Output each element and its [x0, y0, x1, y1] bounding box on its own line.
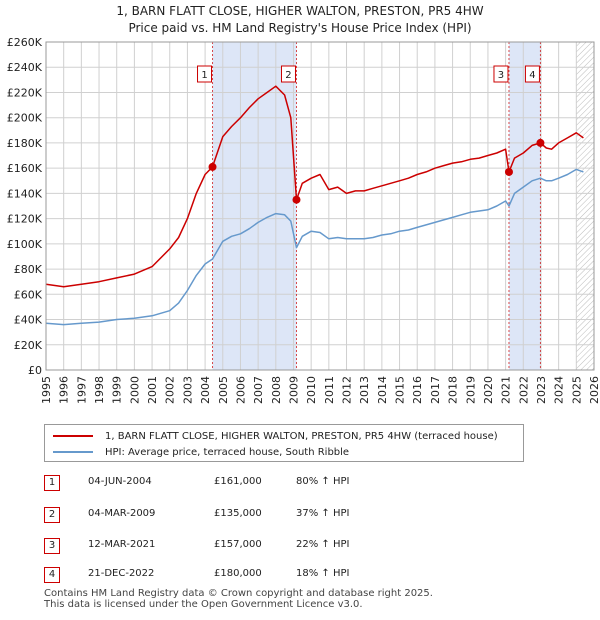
- property-series-line: [45, 85, 584, 288]
- transaction-hpi: 37% ↑ HPI: [296, 508, 350, 519]
- y-tick-label: £260K: [7, 36, 43, 49]
- x-tick-label: 2011: [323, 376, 336, 404]
- transaction-hpi: 80% ↑ HPI: [296, 476, 350, 487]
- x-tick-label: 2016: [411, 376, 424, 404]
- transaction-row: 2 04-MAR-2009 £135,000 37% ↑ HPI: [44, 507, 564, 525]
- y-tick-label: £20K: [14, 339, 43, 352]
- legend-label-hpi: HPI: Average price, terraced house, Sout…: [105, 446, 350, 458]
- sale-point: [292, 195, 301, 204]
- shaded-period: [508, 42, 541, 370]
- x-tick-label: 2000: [128, 376, 141, 404]
- x-tick-label: 1999: [111, 376, 124, 404]
- x-tick-label: 2002: [164, 376, 177, 404]
- transaction-price: £180,000: [214, 568, 262, 579]
- x-tick-label: 2006: [234, 376, 247, 404]
- transaction-badge: 2: [44, 507, 60, 523]
- transaction-price: £157,000: [214, 539, 262, 550]
- sale-point: [504, 167, 513, 176]
- y-tick-label: £60K: [14, 288, 43, 301]
- x-tick-label: 2024: [553, 376, 566, 404]
- x-tick-label: 2005: [217, 376, 230, 404]
- x-tick-label: 2010: [305, 376, 318, 404]
- y-tick-label: £220K: [7, 86, 43, 99]
- legend-swatch-hpi: [53, 451, 93, 453]
- transaction-price: £135,000: [214, 508, 262, 519]
- x-tick-label: 2012: [341, 376, 354, 404]
- transaction-date: 21-DEC-2022: [88, 568, 155, 579]
- footer-copyright: Contains HM Land Registry data © Crown c…: [44, 588, 433, 599]
- x-tick-label: 2021: [500, 376, 513, 404]
- y-tick-label: £40K: [14, 314, 43, 327]
- sale-marker-box: [280, 65, 296, 83]
- x-tick-label: 2009: [287, 376, 300, 404]
- x-tick-label: 2004: [199, 376, 212, 404]
- hpi-series-line: [45, 168, 584, 326]
- transaction-row: 1 04-JUN-2004 £161,000 80% ↑ HPI: [44, 475, 564, 493]
- footer-licence: This data is licensed under the Open Gov…: [44, 599, 363, 610]
- transaction-row: 3 12-MAR-2021 £157,000 22% ↑ HPI: [44, 538, 564, 556]
- sale-point: [208, 162, 217, 171]
- footer: Contains HM Land Registry data © Crown c…: [44, 588, 433, 610]
- forecast-hatch: [576, 42, 594, 370]
- x-tick-label: 1997: [75, 376, 88, 404]
- price-chart: 1 2 3 4 £0 £20K £40K £60K £80K £100K £120K £140K £1…: [7, 36, 600, 404]
- sale-marker-label: 2: [285, 70, 291, 81]
- transaction-date: 04-MAR-2009: [88, 508, 156, 519]
- x-tick-label: 2025: [570, 376, 583, 404]
- legend-item-hpi: HPI: Average price, terraced house, Sout…: [53, 445, 349, 459]
- chart-subtitle: Price paid vs. HM Land Registry's House …: [128, 21, 472, 35]
- legend-label-property: 1, BARN FLATT CLOSE, HIGHER WALTON, PRES…: [105, 430, 498, 442]
- x-tick-label: 2014: [376, 376, 389, 404]
- sale-marker-box: [524, 65, 540, 83]
- transaction-date: 04-JUN-2004: [88, 476, 152, 487]
- legend: 1, BARN FLATT CLOSE, HIGHER WALTON, PRES…: [44, 424, 524, 462]
- sale-point: [536, 138, 545, 147]
- x-tick-label: 2022: [517, 376, 530, 404]
- x-tick-label: 2003: [181, 376, 194, 404]
- x-tick-label: 2013: [358, 376, 371, 404]
- transaction-hpi: 18% ↑ HPI: [296, 568, 350, 579]
- sale-marker-box: [493, 65, 509, 83]
- x-tick-label: 2026: [588, 376, 600, 404]
- legend-swatch-property: [53, 435, 93, 437]
- y-tick-label: £240K: [7, 61, 43, 74]
- transaction-row: 4 21-DEC-2022 £180,000 18% ↑ HPI: [44, 567, 564, 585]
- x-tick-label: 1998: [93, 376, 106, 404]
- y-tick-label: £140K: [7, 187, 43, 200]
- x-tick-label: 2007: [252, 376, 265, 404]
- legend-item-property: 1, BARN FLATT CLOSE, HIGHER WALTON, PRES…: [53, 429, 498, 443]
- x-tick-label: 2023: [535, 376, 548, 404]
- sale-marker-label: 3: [498, 70, 504, 81]
- chart-title: 1, BARN FLATT CLOSE, HIGHER WALTON, PRES…: [116, 4, 484, 18]
- x-tick-label: 1996: [58, 376, 71, 404]
- transaction-price: £161,000: [214, 476, 262, 487]
- shaded-period: [212, 42, 297, 370]
- y-tick-label: £200K: [7, 112, 43, 125]
- transaction-badge: 1: [44, 475, 60, 491]
- x-tick-label: 1995: [40, 376, 53, 404]
- x-tick-label: 2019: [464, 376, 477, 404]
- y-tick-label: £80K: [14, 263, 43, 276]
- x-tick-label: 2018: [447, 376, 460, 404]
- x-tick-label: 2017: [429, 376, 442, 404]
- x-tick-label: 2020: [482, 376, 495, 404]
- y-tick-label: £180K: [7, 137, 43, 150]
- sale-marker-label: 4: [529, 70, 535, 81]
- y-tick-label: £160K: [7, 162, 43, 175]
- y-tick-label: £0: [28, 364, 42, 377]
- transaction-badge: 3: [44, 538, 60, 554]
- y-tick-label: £120K: [7, 213, 43, 226]
- transaction-badge: 4: [44, 567, 60, 583]
- y-tick-label: £100K: [7, 238, 43, 251]
- sale-marker-box: [197, 65, 213, 83]
- x-tick-label: 2001: [146, 376, 159, 404]
- transaction-hpi: 22% ↑ HPI: [296, 539, 350, 550]
- sale-marker-label: 1: [201, 70, 207, 81]
- x-tick-label: 2015: [394, 376, 407, 404]
- transaction-date: 12-MAR-2021: [88, 539, 156, 550]
- x-tick-label: 2008: [270, 376, 283, 404]
- plot-frame: [45, 41, 595, 371]
